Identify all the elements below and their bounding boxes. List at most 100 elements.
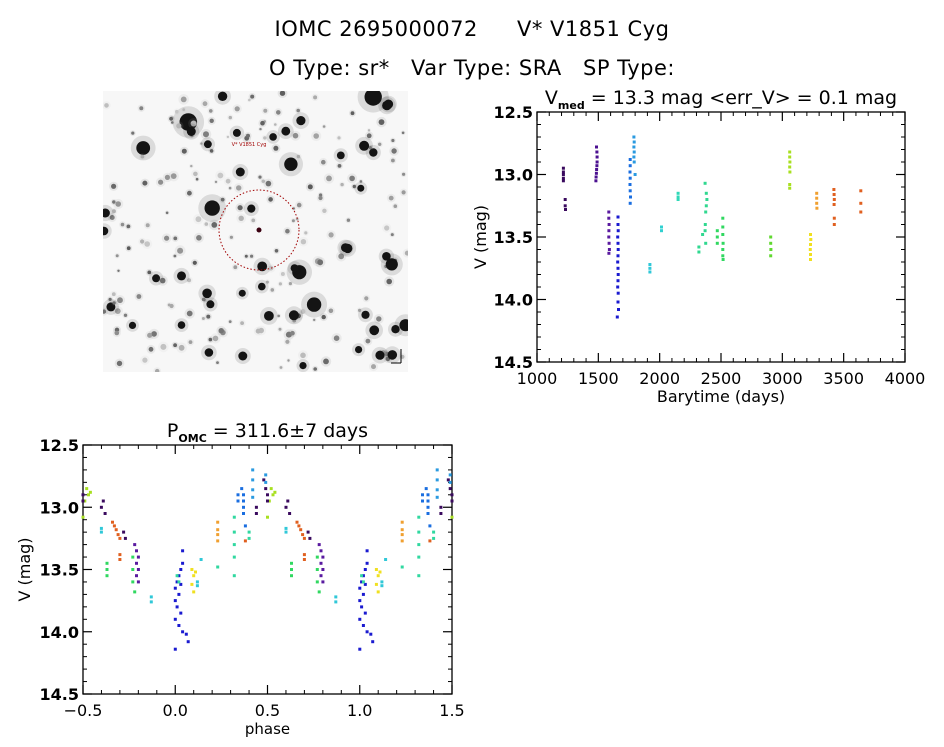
star xyxy=(263,108,268,113)
star xyxy=(178,344,185,351)
star xyxy=(375,350,385,360)
data-point xyxy=(184,632,188,636)
star xyxy=(233,265,238,270)
data-point xyxy=(321,555,325,559)
data-point xyxy=(81,515,85,519)
data-point xyxy=(99,526,103,530)
star xyxy=(201,297,206,302)
data-point xyxy=(122,530,126,534)
data-point xyxy=(232,555,236,559)
star xyxy=(341,243,350,253)
data-point xyxy=(242,512,245,515)
data-point xyxy=(809,253,812,256)
star xyxy=(114,308,121,314)
star xyxy=(117,269,120,272)
data-point xyxy=(101,499,105,503)
x-tick-label: 4000 xyxy=(885,369,926,388)
y-axis-label: V (mag) xyxy=(15,537,34,601)
data-point xyxy=(177,592,181,596)
star xyxy=(284,157,298,171)
star xyxy=(322,208,327,213)
star xyxy=(228,320,232,323)
data-point xyxy=(216,565,220,569)
series-epoch6 xyxy=(632,135,637,176)
star xyxy=(212,335,219,342)
data-point xyxy=(251,488,255,492)
data-point xyxy=(135,549,138,553)
data-point xyxy=(361,624,365,627)
star xyxy=(142,180,148,186)
star xyxy=(263,136,267,140)
star xyxy=(123,313,128,317)
data-point xyxy=(632,150,636,154)
data-point xyxy=(715,235,719,239)
data-point xyxy=(628,170,632,174)
star xyxy=(358,308,362,312)
data-point xyxy=(123,536,127,540)
data-point xyxy=(607,210,611,214)
data-point xyxy=(703,223,707,226)
star xyxy=(376,316,382,322)
star xyxy=(364,91,382,106)
star xyxy=(250,94,255,99)
star xyxy=(321,314,326,320)
data-point xyxy=(315,555,319,559)
data-point xyxy=(243,539,247,543)
data-point xyxy=(247,530,251,534)
y-tick-label: 13.5 xyxy=(40,561,79,580)
data-point xyxy=(81,493,85,497)
star xyxy=(115,254,119,258)
data-point xyxy=(628,158,632,161)
data-point xyxy=(306,530,310,534)
star xyxy=(204,200,220,216)
star xyxy=(169,116,173,121)
star xyxy=(177,321,186,329)
star xyxy=(165,211,169,215)
star xyxy=(285,339,290,344)
series-p-yellowgreen xyxy=(81,487,454,519)
star xyxy=(115,201,121,207)
series-epoch14 xyxy=(808,233,813,261)
star xyxy=(232,128,241,137)
data-point xyxy=(262,478,266,482)
data-point xyxy=(617,308,620,311)
star xyxy=(270,288,275,292)
star xyxy=(229,235,233,239)
data-point xyxy=(616,254,620,258)
data-point xyxy=(561,179,565,183)
series-p-yellow xyxy=(190,568,382,594)
data-point xyxy=(428,524,432,528)
star xyxy=(152,274,161,283)
plot-title: POMC = 311.6±7 days xyxy=(167,420,368,445)
star xyxy=(276,110,281,115)
data-point xyxy=(788,165,792,169)
star xyxy=(296,108,300,113)
data-point xyxy=(361,580,365,584)
series-p-purple xyxy=(133,543,325,584)
data-point xyxy=(435,495,439,499)
star xyxy=(295,217,299,221)
star xyxy=(171,121,174,124)
series-p-purple-dark xyxy=(81,478,454,540)
data-point xyxy=(788,160,792,164)
star xyxy=(111,292,116,297)
data-point xyxy=(135,574,138,578)
star xyxy=(269,133,277,141)
data-point xyxy=(136,555,140,559)
data-point xyxy=(660,225,663,229)
data-point xyxy=(251,468,255,472)
data-point xyxy=(288,512,292,515)
data-point xyxy=(704,210,708,214)
data-point xyxy=(216,520,220,524)
data-point xyxy=(179,582,183,586)
star xyxy=(378,142,382,146)
star xyxy=(369,148,378,157)
star xyxy=(209,149,214,153)
data-point xyxy=(832,188,836,191)
star xyxy=(291,219,295,223)
data-point xyxy=(628,176,632,180)
data-point xyxy=(648,270,652,274)
star-name: V* V1851 Cyg xyxy=(517,17,670,41)
data-point xyxy=(421,493,424,497)
star xyxy=(195,177,199,181)
